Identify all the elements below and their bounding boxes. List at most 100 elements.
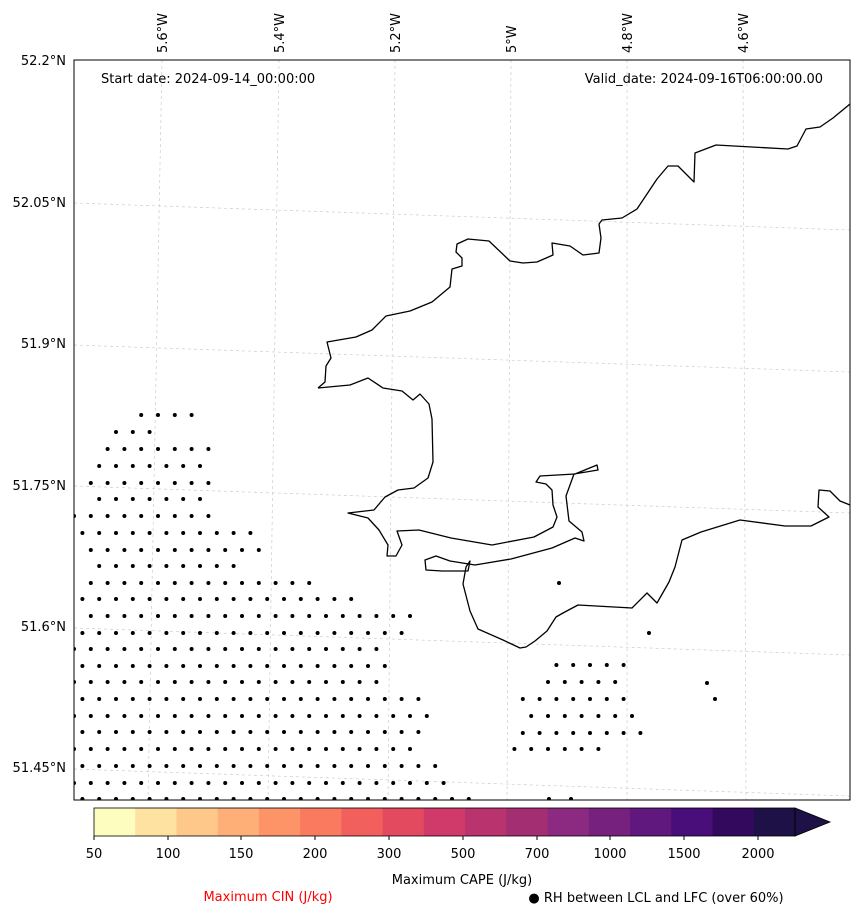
rh-dot (156, 481, 160, 485)
rh-dot (416, 797, 421, 800)
rh-dot (122, 481, 127, 485)
rh-dot (256, 747, 261, 751)
rh-dot (324, 680, 328, 684)
rh-dot (248, 631, 253, 635)
rh-dot (357, 714, 362, 718)
rh-dot (357, 647, 362, 651)
rh-dot (214, 730, 219, 734)
rh-legend-label: ● RH between LCL and LFC (over 60%) (528, 891, 783, 906)
rh-dot (265, 764, 270, 768)
rh-dot (88, 680, 93, 684)
rh-dot (147, 430, 152, 434)
rh-dot (248, 664, 253, 668)
rh-dot (189, 714, 194, 718)
rh-dot (374, 680, 379, 684)
rh-dot (189, 647, 194, 651)
rh-dot (214, 664, 219, 668)
rh-dot (198, 597, 202, 601)
rh-dot (324, 747, 328, 751)
coastline (317, 103, 850, 649)
rh-dot (571, 731, 576, 735)
rh-dot (223, 714, 228, 718)
rh-dot (198, 797, 202, 800)
colorbar-segment (547, 808, 590, 836)
map-panel: Start date: 2024-09-14_00:00:00 Valid_da… (73, 59, 851, 801)
rh-dot (307, 680, 312, 684)
rh-dot (114, 531, 118, 535)
rh-dot (147, 497, 152, 501)
rh-dot (588, 697, 592, 701)
rh-dot (122, 747, 127, 751)
rh-dot (147, 697, 152, 701)
rh-dot (332, 697, 337, 701)
rh-dot (97, 697, 102, 701)
lat-label-52.05N: 52.05°N (13, 196, 66, 211)
rh-dot (282, 797, 286, 800)
rh-dot (332, 730, 337, 734)
rh-dot (206, 714, 211, 718)
rh-dot (105, 747, 110, 751)
rh-dot (315, 730, 320, 734)
rh-dot (206, 447, 211, 451)
rh-dot (105, 447, 110, 451)
rh-dot (80, 597, 85, 601)
rh-dot (156, 714, 160, 718)
rh-dot (290, 781, 295, 785)
rh-dot (298, 631, 303, 635)
rh-dot (340, 714, 345, 718)
colorbar-segment (217, 808, 260, 836)
rh-dot (97, 531, 102, 535)
colorbar-segment (341, 808, 384, 836)
rh-dot (307, 581, 312, 585)
rh-dot (88, 614, 93, 618)
rh-dot (147, 764, 152, 768)
colorbar-tick-label: 700 (525, 847, 550, 862)
rh-dot (156, 747, 160, 751)
rh-dot (172, 548, 177, 552)
rh-dot (231, 564, 236, 568)
rh-dot (382, 697, 387, 701)
rh-dot (139, 647, 144, 651)
rh-dot (240, 781, 244, 785)
rh-dot (349, 664, 354, 668)
rh-dot (88, 647, 93, 651)
rh-dot (181, 597, 186, 601)
rh-dot (189, 548, 194, 552)
rh-dot (206, 747, 211, 751)
rh-dot (147, 564, 152, 568)
rh-dot (571, 697, 576, 701)
rh-dot (554, 697, 559, 701)
rh-dot (265, 631, 270, 635)
colorbar-tick-label: 150 (229, 847, 254, 862)
rh-dot (206, 680, 211, 684)
rh-dot (105, 781, 110, 785)
rh-dot (147, 664, 152, 668)
rh-dot (88, 781, 93, 785)
rh-dot (547, 797, 551, 800)
rh-dot (366, 631, 370, 635)
rh-dot (265, 697, 270, 701)
rh-dot (189, 781, 194, 785)
rh-dot (105, 680, 110, 684)
rh-dot (562, 747, 567, 751)
rh-dot (88, 514, 93, 518)
rh-dot (374, 714, 379, 718)
rh-dot (231, 531, 236, 535)
rh-dot (147, 464, 152, 468)
rh-dot (122, 614, 127, 618)
colorbar-tick-label: 2000 (741, 847, 774, 862)
rh-dot (88, 747, 93, 751)
rh-dot (231, 631, 236, 635)
colorbar-segment (630, 808, 672, 836)
lon-label-4.8W: 4.8°W (621, 13, 636, 53)
rh-dot (172, 514, 177, 518)
rh-dot (164, 631, 169, 635)
rh-dot (374, 647, 379, 651)
rh-dot (88, 581, 93, 585)
rh-dot (604, 663, 609, 667)
rh-dot (520, 731, 525, 735)
rh-dot (156, 548, 160, 552)
rh-dot (206, 614, 211, 618)
rh-dot (181, 764, 186, 768)
rh-dot (282, 764, 286, 768)
